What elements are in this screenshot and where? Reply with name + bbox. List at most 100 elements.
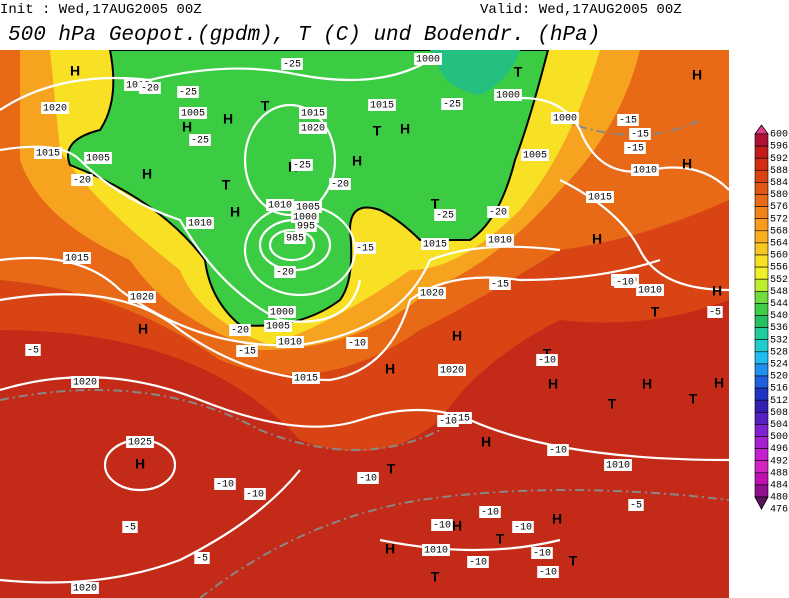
- label-box: [194, 552, 210, 564]
- label-box: [521, 149, 549, 161]
- contour-label: -5: [709, 308, 721, 319]
- colorbar-label: 580: [770, 190, 788, 201]
- colorbar-swatch: [754, 363, 769, 377]
- colorbar-label: 516: [770, 384, 788, 395]
- label-box: [329, 178, 351, 190]
- colorbar-swatch: [754, 218, 769, 232]
- label-box: [422, 544, 450, 556]
- label-box: [421, 238, 449, 250]
- colorbar-swatch: [754, 424, 769, 437]
- colorbar-label: 592: [770, 154, 788, 165]
- contour-label: 1010: [633, 166, 657, 177]
- pressure-center: T: [608, 396, 617, 412]
- label-box: [299, 122, 327, 134]
- contour-label: 1020: [301, 124, 325, 135]
- contour-label: 1010: [424, 546, 448, 557]
- contour-label: -10: [538, 356, 556, 367]
- label-box: [604, 459, 632, 471]
- contour-label: 1010: [126, 81, 150, 92]
- colorbar-label: 560: [770, 251, 788, 262]
- colorbar-label: 544: [770, 299, 788, 310]
- colorbar-label: 492: [770, 456, 788, 467]
- contour-label: -25: [179, 88, 197, 99]
- pressure-center: H: [70, 63, 80, 79]
- label-box: [34, 147, 62, 159]
- isobar: [268, 228, 316, 262]
- pressure-center: T: [514, 64, 523, 80]
- cyan-region: [430, 50, 520, 95]
- contour-label: 1010: [278, 338, 302, 349]
- colorbar-swatch: [754, 133, 769, 147]
- pressure-center: T: [431, 196, 440, 212]
- contour-label: 1025: [128, 438, 152, 449]
- label-box: [84, 152, 112, 164]
- isobar: [0, 145, 362, 323]
- contour-label: 1015: [294, 374, 318, 385]
- contour-label: 1010: [606, 461, 630, 472]
- contour-label: -15: [491, 280, 509, 291]
- label-box: [292, 372, 320, 384]
- label-box: [179, 107, 207, 119]
- pressure-center: T: [222, 177, 231, 193]
- contour-label: 1020: [420, 289, 444, 300]
- pressure-center: H: [230, 204, 240, 220]
- colorbar-swatch: [754, 145, 769, 159]
- colorbar-label: 524: [770, 360, 788, 371]
- label-box: [434, 209, 456, 221]
- contour-label: -15: [631, 130, 649, 141]
- pressure-center: H: [481, 434, 491, 450]
- label-box: [268, 306, 296, 318]
- colorbar-swatch: [754, 411, 769, 425]
- label-box: [629, 128, 651, 140]
- contour-label: -10: [348, 339, 366, 350]
- colorbar-swatch: [754, 375, 769, 389]
- contour-label: -15: [626, 144, 644, 155]
- colorbar-label: 532: [770, 335, 788, 346]
- colorbar-label: 600: [770, 130, 788, 141]
- label-box: [299, 107, 327, 119]
- label-box: [274, 266, 296, 278]
- pressure-center: H: [182, 119, 192, 135]
- pressure-center: H: [352, 153, 362, 169]
- pressure-center: H: [400, 121, 410, 137]
- label-box: [487, 206, 509, 218]
- contour-label: 1015: [370, 101, 394, 112]
- colorbar-label: 596: [770, 142, 788, 153]
- contour-label: 1020: [73, 584, 97, 595]
- pressure-center: H: [385, 361, 395, 377]
- contour-label: -10: [539, 568, 557, 579]
- pressure-center: H: [692, 67, 702, 83]
- colorbar-label: 504: [770, 420, 788, 431]
- label-box: [614, 276, 636, 288]
- colorbar-swatch: [754, 339, 769, 353]
- contour-label: -5: [630, 501, 642, 512]
- colorbar-label: 476: [770, 505, 788, 516]
- contour-label: 1015: [65, 254, 89, 265]
- colorbar-label: 576: [770, 202, 788, 213]
- pressure-center: H: [592, 231, 602, 247]
- colorbar-label: 552: [770, 275, 788, 286]
- contour-label: -20: [276, 268, 294, 279]
- contour-label: -5: [27, 346, 39, 357]
- contour-label: 1005: [181, 109, 205, 120]
- contour-label: 1010: [188, 219, 212, 230]
- contour-label: 1020: [130, 293, 154, 304]
- label-box: [281, 58, 303, 70]
- colorbar-swatch: [754, 230, 769, 244]
- label-box: [536, 354, 558, 366]
- isobar: [0, 469, 301, 584]
- contour-label: 1000: [496, 91, 520, 102]
- colorbar-swatch: [754, 327, 769, 341]
- label-box: [636, 284, 664, 296]
- colorbar: 6005965925885845805765725685645605565525…: [754, 124, 788, 516]
- label-box: [139, 82, 161, 94]
- pressure-center: T: [543, 346, 552, 362]
- colorbar-swatch: [754, 290, 769, 304]
- colorbar-label: 548: [770, 287, 788, 298]
- contour-label: 1010: [638, 286, 662, 297]
- colorbar-label: 484: [770, 481, 788, 492]
- label-box: [586, 191, 614, 203]
- label-box: [229, 324, 251, 336]
- contour-label: -10: [216, 480, 234, 491]
